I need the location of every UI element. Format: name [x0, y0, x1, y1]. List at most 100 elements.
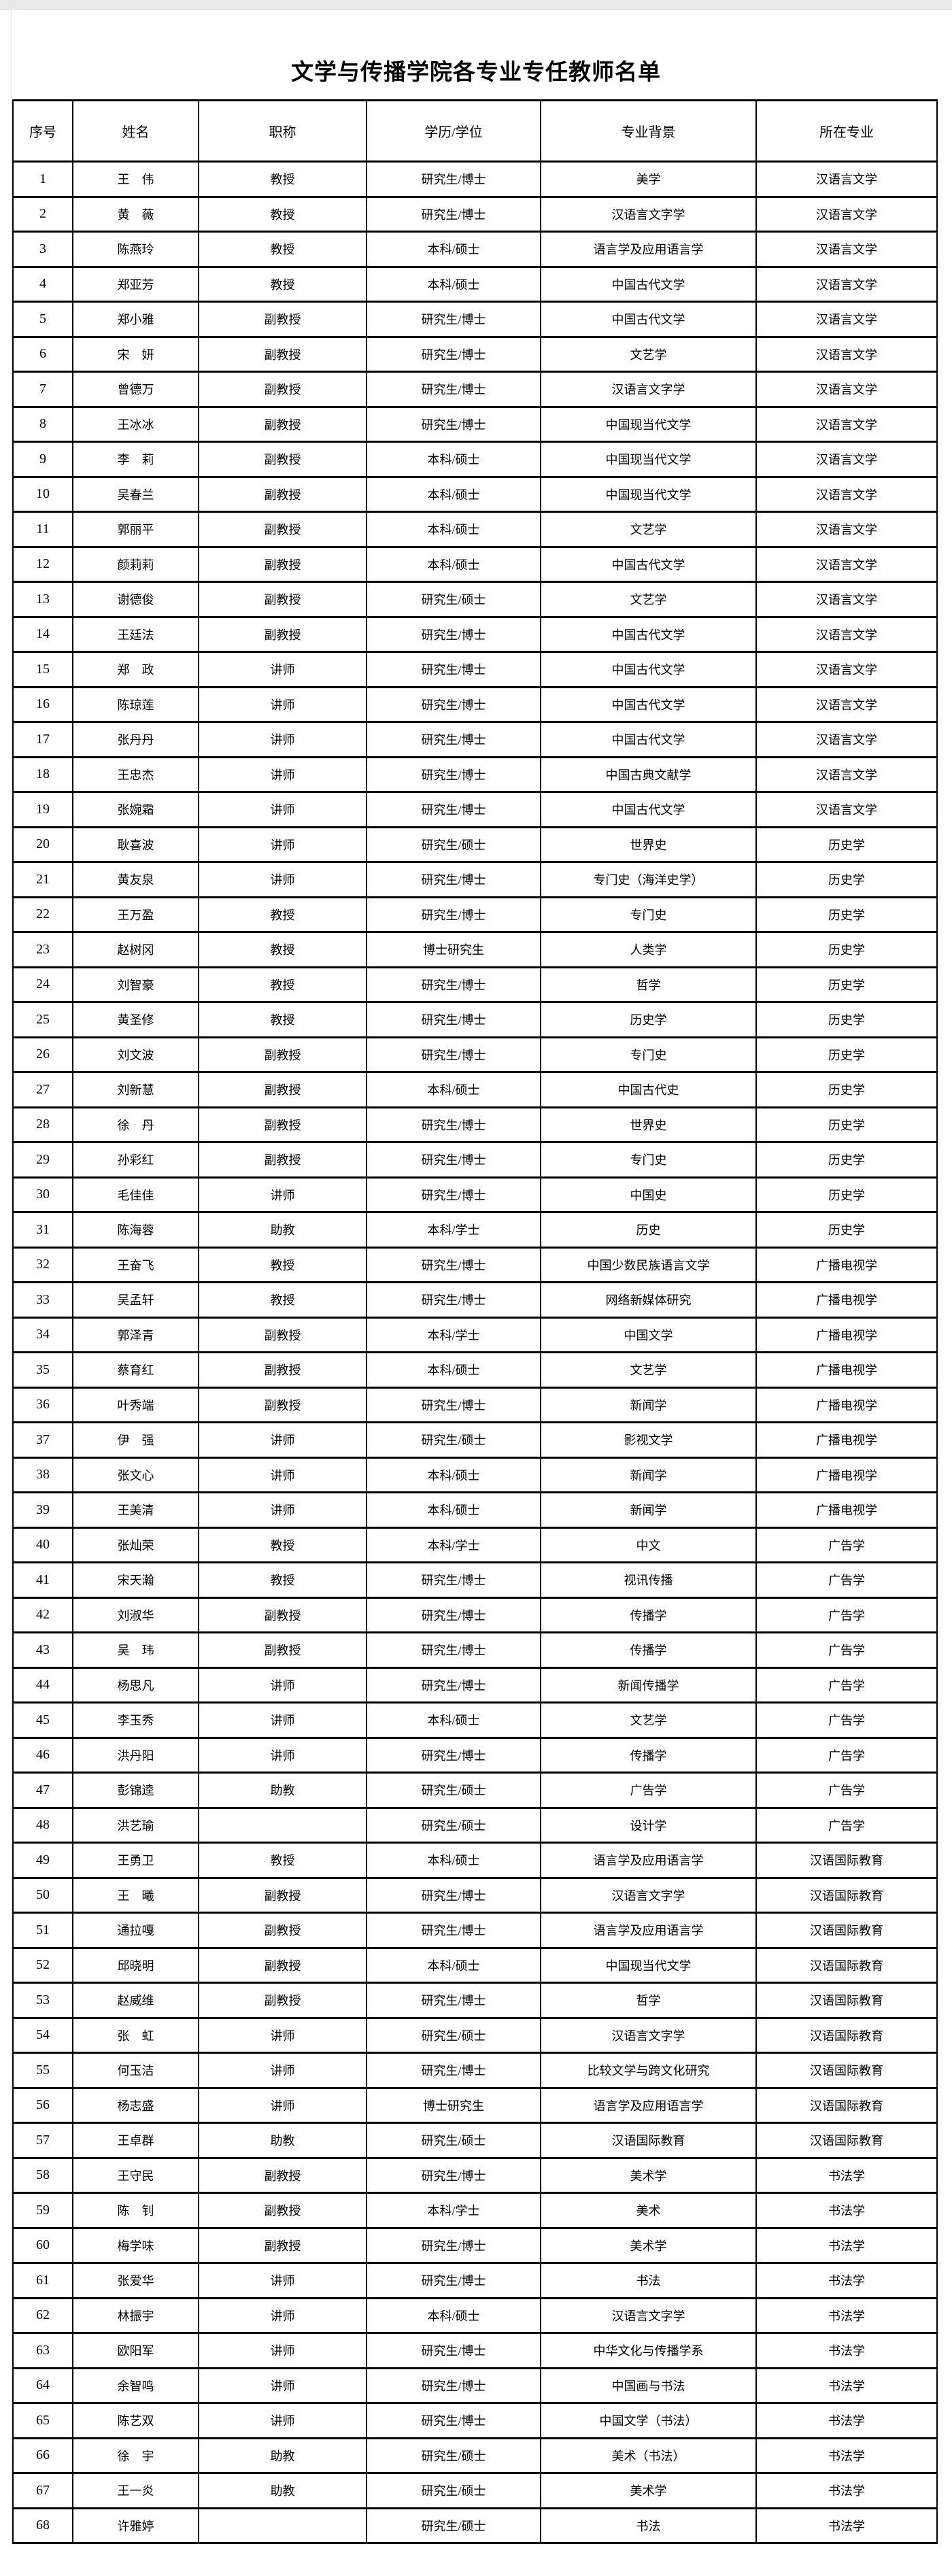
cell-name: 黄圣修: [72, 1001, 199, 1038]
cell-background: 文艺学: [540, 511, 757, 548]
cell-rank: 讲师: [198, 1701, 367, 1739]
cell-degree: 本科/硕士: [366, 441, 541, 478]
table-row: 3 陈燕玲 教授 本科/硕士 语言学及应用语言学 汉语言文学: [12, 231, 938, 268]
cell-background: 中国现当代文学: [540, 441, 757, 478]
cell-background: 中国现当代文学: [540, 405, 757, 443]
cell-name: 李玉秀: [72, 1701, 199, 1739]
cell-degree: 研究生/博士: [366, 2052, 541, 2089]
cell-index: 37: [12, 1421, 73, 1459]
cell-degree: 本科/学士: [366, 2192, 541, 2229]
cell-index: 61: [12, 2262, 73, 2299]
cell-degree: 研究生/博士: [366, 1176, 541, 1213]
cell-name: 王奋飞: [72, 1246, 199, 1283]
table-row: 38 张文心 讲师 本科/硕士 新闻学 广播电视学: [12, 1456, 938, 1493]
cell-name: 余智鸣: [72, 2367, 199, 2404]
cell-index: 30: [12, 1176, 73, 1213]
cell-major: 历史学: [755, 861, 938, 898]
cell-index: 19: [12, 791, 73, 828]
cell-major: 广播电视学: [755, 1281, 938, 1319]
cell-rank: 教授: [198, 160, 367, 198]
cell-background: 传播学: [540, 1596, 757, 1633]
cell-background: 中国古代文学: [540, 545, 757, 583]
cell-major: 历史学: [755, 896, 938, 933]
cell-index: 59: [12, 2192, 73, 2229]
cell-name: 张灿荣: [72, 1526, 199, 1563]
cell-degree: 研究生/博士: [366, 1631, 541, 1669]
cell-index: 6: [12, 335, 73, 373]
cell-name: 张丹丹: [72, 721, 199, 758]
cell-name: 伊 强: [72, 1421, 199, 1459]
cell-major: 广播电视学: [755, 1491, 938, 1529]
cell-index: 43: [12, 1631, 73, 1669]
table-row: 43 吴 玮副教授 研究生/博士 传播学 广告学: [12, 1631, 938, 1669]
cell-rank: 教授: [198, 931, 367, 968]
cell-degree: 研究生/硕士: [366, 1772, 541, 1809]
cell-major: 广告学: [755, 1701, 938, 1739]
cell-degree: 研究生/博士: [366, 1001, 541, 1038]
cell-degree: 本科/学士: [366, 1211, 541, 1249]
table-row: 42 刘淑华 副教授 研究生/博士 传播学 广告学: [12, 1596, 938, 1633]
table-row: 4 郑亚芳 教授 本科/硕士 中国古代文学 汉语言文学: [12, 265, 938, 303]
cell-major: 汉语国际教育: [755, 2086, 938, 2124]
cell-index: 9: [12, 441, 73, 478]
cell-index: 28: [12, 1106, 73, 1143]
cell-background: 中国少数民族语言文学: [540, 1246, 757, 1283]
cell-index: 51: [12, 1912, 73, 1949]
cell-major: 汉语言文学: [755, 685, 938, 723]
cell-background: 比较文学与跨文化研究: [540, 2052, 757, 2089]
cell-name: 颜莉莉: [72, 545, 199, 583]
cell-name: 耿喜波: [72, 826, 199, 863]
cell-major: 书法学: [755, 2507, 938, 2544]
cell-index: 48: [12, 1806, 73, 1844]
table-row: 27 刘新慧 副教授 本科/硕士 中国古代史 历史学: [12, 1071, 938, 1108]
cell-rank: 教授: [198, 966, 367, 1003]
cell-degree: 本科/硕士: [366, 231, 541, 268]
cell-name: 王万盈: [72, 896, 199, 933]
cell-name: 宋天瀚: [72, 1561, 199, 1599]
cell-degree: 研究生/博士: [366, 966, 541, 1003]
table-row: 60 梅学味 副教授 研究生/博士 美术学 书法学: [12, 2226, 938, 2264]
cell-rank: 助教: [198, 2472, 367, 2509]
table-row: 52 邱晓明 副教授 本科/硕士 中国现当代文学 汉语国际教育: [12, 1946, 938, 1984]
cell-background: 汉语言文字学: [540, 1876, 757, 1914]
cell-background: 美术学: [540, 2226, 757, 2264]
cell-degree: 研究生/博士: [366, 371, 541, 408]
cell-index: 10: [12, 475, 73, 513]
cell-background: 语言学及应用语言学: [540, 1842, 757, 1879]
cell-major: 汉语言文学: [755, 581, 938, 618]
cell-degree: 研究生/博士: [366, 1106, 541, 1143]
cell-index: 22: [12, 896, 73, 933]
cell-name: 赵威维: [72, 1982, 199, 2019]
cell-major: 广播电视学: [755, 1386, 938, 1423]
cell-background: 美学: [540, 160, 757, 198]
cell-degree: 研究生/博士: [366, 721, 541, 758]
cell-rank: 讲师: [198, 685, 367, 723]
cell-index: 26: [12, 1036, 73, 1073]
cell-name: 宋 妍: [72, 335, 199, 373]
cell-background: 汉语言文字学: [540, 195, 757, 233]
table-row: 41 宋天瀚 教授 研究生/博士 视讯传播 广告学: [12, 1561, 938, 1599]
cell-background: 网络新媒体研究: [540, 1281, 757, 1319]
cell-background: 传播学: [540, 1736, 757, 1774]
cell-degree: 研究生/博士: [366, 896, 541, 933]
table-row: 11 郭丽平 副教授 本科/硕士 文艺学 汉语言文学: [12, 511, 938, 548]
cell-major: 汉语言文学: [755, 335, 938, 373]
cell-major: 广告学: [755, 1666, 938, 1704]
cell-name: 陈 钊: [72, 2192, 199, 2229]
cell-rank: 副教授: [198, 2156, 367, 2194]
cell-major: 广播电视学: [755, 1316, 938, 1353]
cell-rank: 副教授: [198, 405, 367, 443]
table-row: 39 王美清 讲师 本科/硕士 新闻学 广播电视学: [12, 1491, 938, 1529]
cell-background: 广告学: [540, 1772, 757, 1809]
table-row: 15 郑 政讲师 研究生/博士 中国古代文学 汉语言文学: [12, 651, 938, 688]
cell-rank: 副教授: [198, 371, 367, 408]
cell-background: 专门史: [540, 1141, 757, 1179]
cell-degree: 本科/硕士: [366, 1701, 541, 1739]
cell-name: 王卓群: [72, 2122, 199, 2159]
cell-name: 郑 政: [72, 651, 199, 688]
cell-background: 美术学: [540, 2156, 757, 2194]
table-row: 65 陈艺双 讲师 研究生/博士 中国文学（书法） 书法学: [12, 2402, 938, 2439]
cell-rank: 副教授: [198, 615, 367, 653]
